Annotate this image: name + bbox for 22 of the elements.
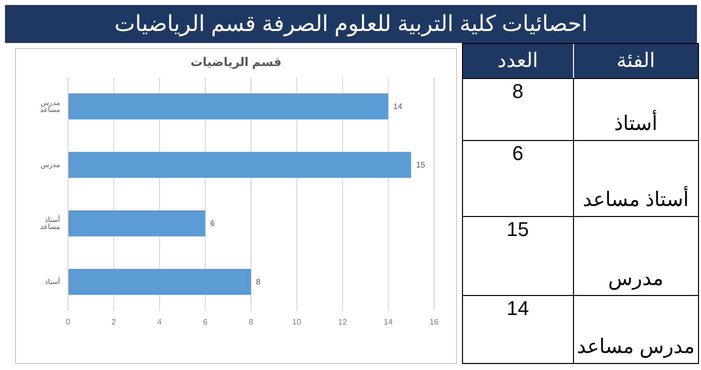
x-tick-label: 6 xyxy=(203,318,208,327)
x-tick-label: 0 xyxy=(66,318,71,327)
x-tick-label: 12 xyxy=(338,318,348,327)
x-tick-label: 10 xyxy=(292,318,302,327)
text: 15 xyxy=(463,217,574,295)
text: العدد xyxy=(463,44,574,78)
chart-title: احصائيات كلية التربية للعلوم الصرفة قسم الرياضيات xyxy=(5,5,697,43)
text: 8 xyxy=(463,79,574,140)
data-label: 8 xyxy=(256,278,261,287)
text: الفئة xyxy=(616,49,656,74)
x-tick-label: 8 xyxy=(248,318,254,327)
x-tick-label: 4 xyxy=(157,318,162,327)
text: 6 xyxy=(463,141,574,216)
data-label: 14 xyxy=(393,102,403,112)
x-tick-label: 2 xyxy=(112,318,117,327)
category-label: مدرس مساعد xyxy=(576,336,695,358)
data-label: 15 xyxy=(416,160,426,170)
data-label: 6 xyxy=(210,219,216,228)
category-label: مدرس xyxy=(608,268,664,290)
chart-subtitle: قسم الرياضيات xyxy=(190,55,282,69)
x-tick-label: 16 xyxy=(430,318,439,327)
x-tick-label: 14 xyxy=(384,318,394,327)
